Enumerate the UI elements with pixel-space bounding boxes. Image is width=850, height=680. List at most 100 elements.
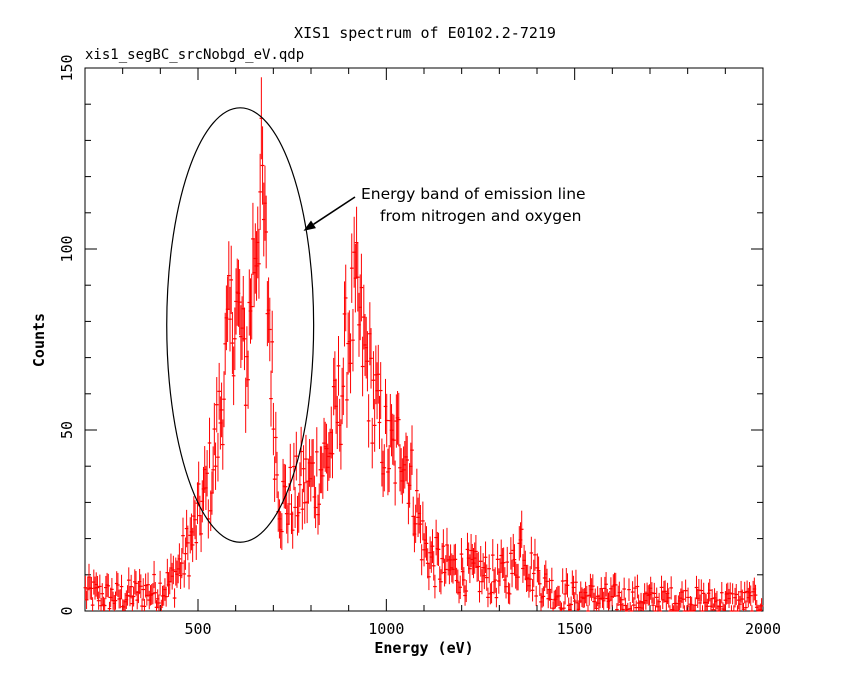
data-point: [652, 582, 657, 605]
data-point: [537, 571, 542, 597]
data-point: [298, 462, 302, 508]
data-point: [280, 513, 284, 550]
data-point: [354, 206, 359, 279]
data-point: [98, 574, 102, 599]
data-point: [531, 559, 536, 588]
data-point: [693, 597, 698, 611]
data-point: [504, 574, 508, 599]
data-point: [257, 228, 261, 299]
data-point: [355, 242, 360, 312]
data-point: [152, 560, 156, 589]
data-point: [694, 575, 699, 600]
chart-subtitle: xis1_segBC_srcNobgd_eV.qdp: [85, 47, 304, 63]
data-point: [90, 597, 95, 611]
data-point: [632, 597, 636, 611]
data-point: [180, 548, 184, 579]
data-point: [533, 538, 537, 571]
data-point: [205, 450, 209, 497]
data-point: [689, 596, 694, 611]
data-point: [560, 568, 565, 594]
data-point: [227, 241, 231, 311]
data-point: [474, 535, 478, 568]
data-point: [302, 481, 307, 524]
data-point: [212, 402, 217, 456]
data-point: [219, 382, 224, 438]
y-tick-label: 100: [58, 235, 76, 262]
data-point: [741, 602, 746, 611]
data-point: [490, 539, 495, 572]
data-point: [335, 395, 340, 450]
data-point: [711, 603, 716, 611]
data-point: [214, 377, 219, 433]
data-point: [654, 587, 659, 608]
x-tick-label: 500: [184, 620, 211, 638]
data-point: [545, 568, 549, 595]
data-point: [732, 605, 736, 612]
data-point: [663, 580, 667, 603]
data-point: [229, 245, 234, 315]
data-point: [183, 537, 188, 570]
data-point: [630, 581, 635, 603]
data-point: [222, 371, 226, 428]
data-point: [601, 591, 606, 610]
data-point: [478, 545, 483, 577]
data-point: [365, 331, 370, 392]
data-point: [131, 586, 136, 607]
data-point: [495, 543, 500, 575]
data-point: [376, 344, 381, 404]
data-point: [559, 602, 564, 611]
data-point: [468, 554, 472, 584]
data-point: [231, 346, 236, 406]
data-point: [106, 573, 111, 598]
data-point: [431, 551, 436, 581]
data-point: [730, 583, 735, 605]
data-point: [300, 488, 305, 530]
data-point: [484, 564, 489, 591]
data-point: [360, 336, 365, 397]
data-point: [439, 569, 443, 595]
data-point: [186, 525, 190, 561]
data-point: [339, 419, 343, 470]
data-point: [621, 603, 625, 611]
data-point: [510, 559, 514, 588]
data-point: [181, 517, 185, 554]
data-point: [615, 603, 619, 611]
data-point: [313, 486, 318, 529]
data-point: [441, 529, 446, 564]
data-point: [707, 579, 712, 602]
data-point: [571, 575, 576, 600]
data-point: [657, 592, 661, 611]
data-point: [330, 429, 335, 479]
data-point: [415, 468, 419, 513]
y-tick-label: 150: [58, 54, 76, 81]
y-tick-label: 50: [58, 421, 76, 439]
data-point: [237, 269, 242, 336]
data-point: [116, 572, 120, 598]
data-point: [157, 594, 161, 611]
data-point: [372, 398, 377, 452]
data-point: [710, 589, 714, 609]
data-point: [482, 562, 487, 590]
data-point: [211, 446, 215, 494]
data-points: [83, 77, 764, 612]
data-point: [548, 590, 553, 609]
x-tick-label: 2000: [745, 620, 781, 638]
data-point: [182, 560, 187, 588]
data-point: [110, 577, 114, 601]
data-point: [433, 574, 437, 599]
data-point: [392, 414, 396, 466]
data-point: [722, 604, 727, 611]
data-point: [421, 501, 425, 541]
data-point: [118, 589, 123, 609]
data-point: [534, 585, 538, 607]
data-point: [158, 570, 162, 596]
data-point: [744, 600, 748, 611]
data-point: [301, 445, 306, 493]
data-point: [634, 600, 639, 611]
data-point: [574, 569, 578, 595]
data-point: [668, 605, 672, 612]
data-point: [516, 563, 520, 591]
data-point: [311, 439, 315, 487]
data-point: [196, 461, 201, 507]
data-point: [151, 583, 155, 605]
